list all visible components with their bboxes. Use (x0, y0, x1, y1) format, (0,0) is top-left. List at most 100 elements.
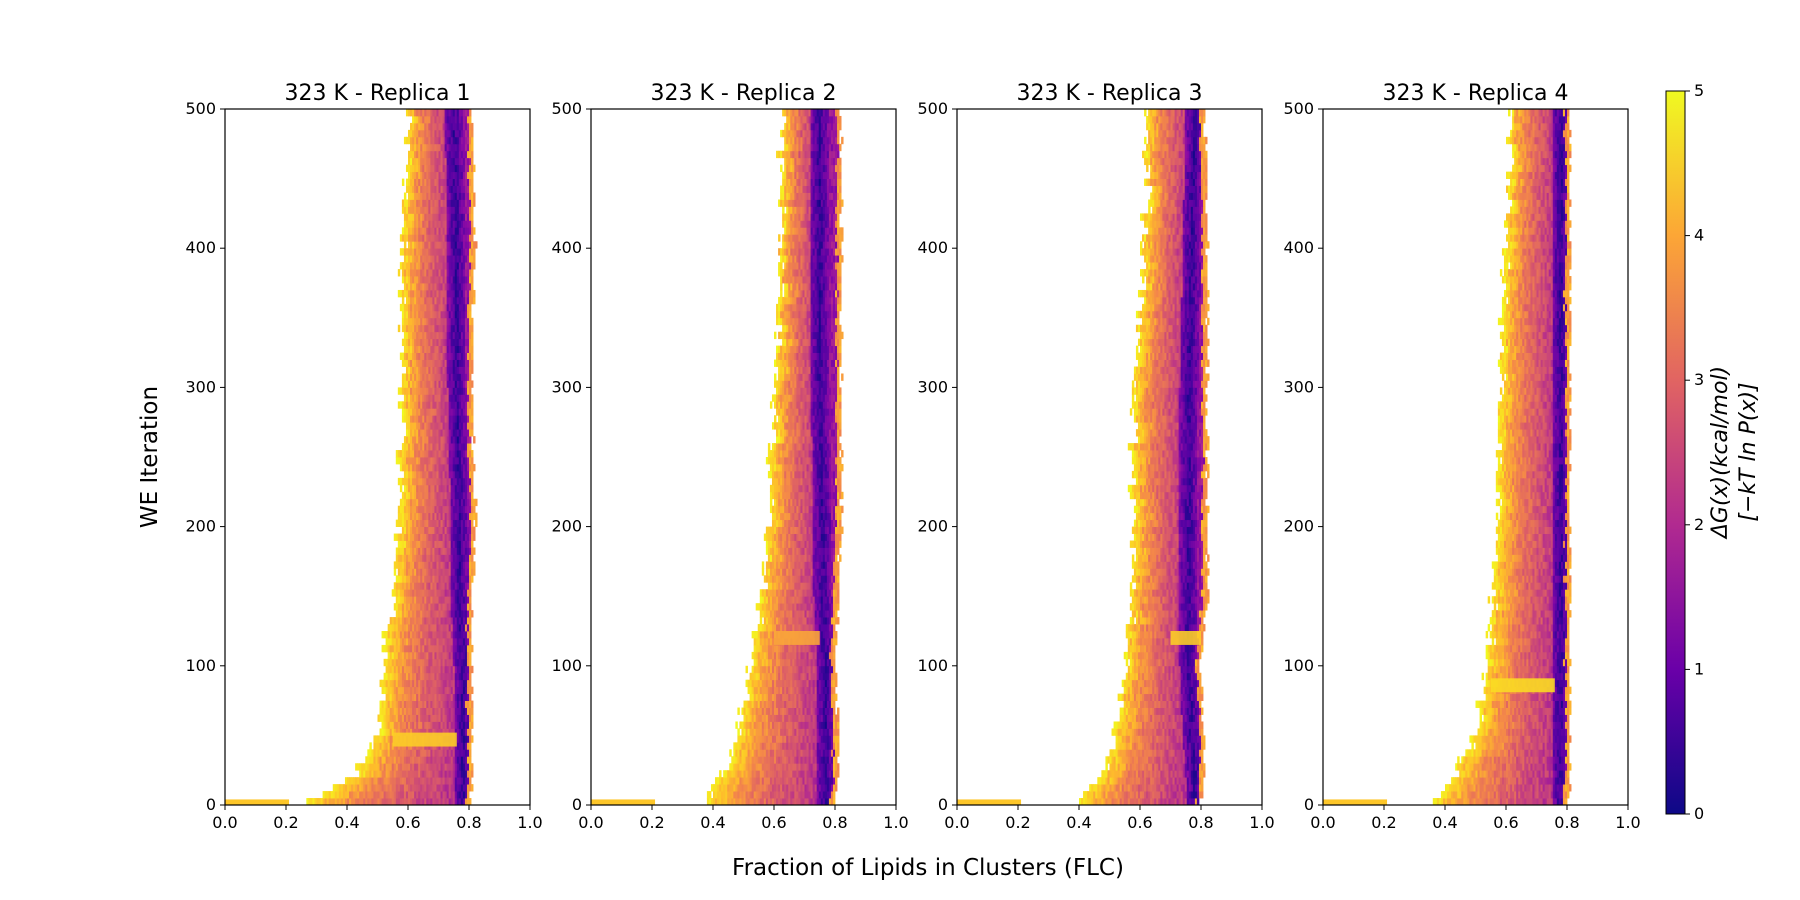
heatmap-cell (408, 429, 411, 437)
heatmap-cell (436, 589, 439, 597)
heatmap-cell (403, 728, 407, 736)
heatmap-cell (442, 686, 445, 695)
heatmap-cell (397, 658, 401, 667)
heatmap-cell (422, 791, 425, 799)
heatmap-cell (456, 756, 460, 764)
heatmap-cell (385, 637, 389, 646)
heatmap-cell (385, 791, 389, 799)
heatmap-cell (452, 651, 456, 660)
heatmap-cell (395, 707, 399, 715)
heatmap-cell (385, 756, 389, 764)
heatmap-cell (428, 526, 431, 534)
heatmap-cell (371, 749, 374, 757)
heatmap-cell (410, 637, 413, 646)
heatmap-cell (450, 575, 454, 583)
heatmap-cell (460, 791, 464, 799)
heatmap-cell (442, 589, 445, 597)
heatmap-cell (458, 679, 462, 688)
heatmap-cell (414, 575, 417, 583)
heatmap-cell (422, 672, 425, 681)
heatmap-cell (440, 714, 443, 722)
heatmap-cell (837, 714, 840, 722)
heatmap-cell (442, 512, 445, 521)
heatmap-cell (440, 672, 443, 681)
heatmap-cell (418, 582, 421, 590)
heatmap-cell (462, 679, 466, 688)
heatmap-cell (416, 651, 419, 660)
heatmap-cell (412, 554, 415, 562)
heatmap-cell (408, 721, 411, 729)
heatmap-cell (426, 721, 429, 729)
heatmap-cell (422, 547, 425, 555)
heatmap-cell (418, 415, 421, 423)
heatmap-cell (471, 519, 474, 527)
heatmap-cell (444, 665, 448, 674)
heatmap-cell (420, 596, 423, 604)
heatmap-cell (460, 505, 464, 514)
heatmap-cell (469, 415, 472, 423)
heatmap-cell (428, 763, 431, 771)
heatmap-cell (403, 241, 407, 249)
heatmap-cell (450, 477, 454, 486)
heatmap-cell (424, 637, 427, 646)
heatmap-cell (377, 770, 380, 778)
heatmap-cell (448, 749, 452, 757)
heatmap-cell (434, 603, 437, 611)
heatmap-cell (456, 422, 460, 430)
heatmap-cell (383, 631, 387, 639)
heatmap-cell (469, 770, 472, 778)
heatmap-cell (359, 770, 362, 778)
heatmap-cell (464, 756, 468, 764)
heatmap-cell (471, 450, 474, 458)
heatmap-cell (393, 791, 397, 799)
heatmap-cell (446, 617, 450, 625)
heatmap-cell (464, 749, 468, 757)
heatmap-cell (418, 505, 421, 514)
heatmap-cell (454, 617, 458, 625)
heatmap-cell (469, 373, 472, 381)
heatmap-cell (401, 631, 405, 639)
heatmap-cell (410, 477, 413, 486)
heatmap-cell (412, 484, 415, 493)
heatmap-cell (446, 637, 450, 646)
heatmap-cell (405, 770, 409, 778)
heatmap-cell (454, 596, 458, 604)
heatmap-cell (430, 589, 433, 597)
heatmap-cell (440, 408, 443, 416)
heatmap-cell (424, 436, 427, 444)
heatmap-cell (438, 568, 441, 576)
heatmap-cell (405, 631, 409, 639)
heatmap-cell (395, 700, 399, 708)
heatmap-cell (464, 582, 468, 590)
heatmap-cell (387, 658, 391, 667)
heatmap-cell (422, 498, 425, 507)
heatmap-cell (464, 484, 468, 493)
heatmap-cell (432, 443, 435, 451)
heatmap-cell (405, 610, 409, 618)
heatmap-cell (347, 784, 350, 792)
heatmap-cell (397, 791, 401, 799)
heatmap-cell (452, 693, 456, 701)
heatmap-cell (450, 463, 454, 472)
heatmap-cell (454, 672, 458, 681)
heatmap-cell (456, 415, 460, 423)
heatmap-cell (397, 700, 401, 708)
heatmap-cell (408, 463, 411, 472)
heatmap-cell (448, 651, 452, 660)
heatmap-cell (428, 693, 431, 701)
heatmap-cell (462, 450, 466, 458)
heatmap-cell (450, 679, 454, 688)
heatmap-cell (399, 603, 403, 611)
x-tick-label: 0.6 (395, 813, 420, 832)
heatmap-cell (403, 672, 407, 681)
heatmap-cell (466, 693, 470, 701)
heatmap-cell (412, 770, 415, 778)
heatmap-cell (446, 457, 450, 465)
heatmap-cell (377, 742, 380, 750)
heatmap-cell (434, 443, 437, 451)
heatmap-cell (444, 415, 448, 423)
heatmap-cell (389, 770, 393, 778)
heatmap-cell (444, 582, 448, 590)
heatmap-cell (410, 533, 413, 541)
heatmap-cell (436, 450, 439, 458)
